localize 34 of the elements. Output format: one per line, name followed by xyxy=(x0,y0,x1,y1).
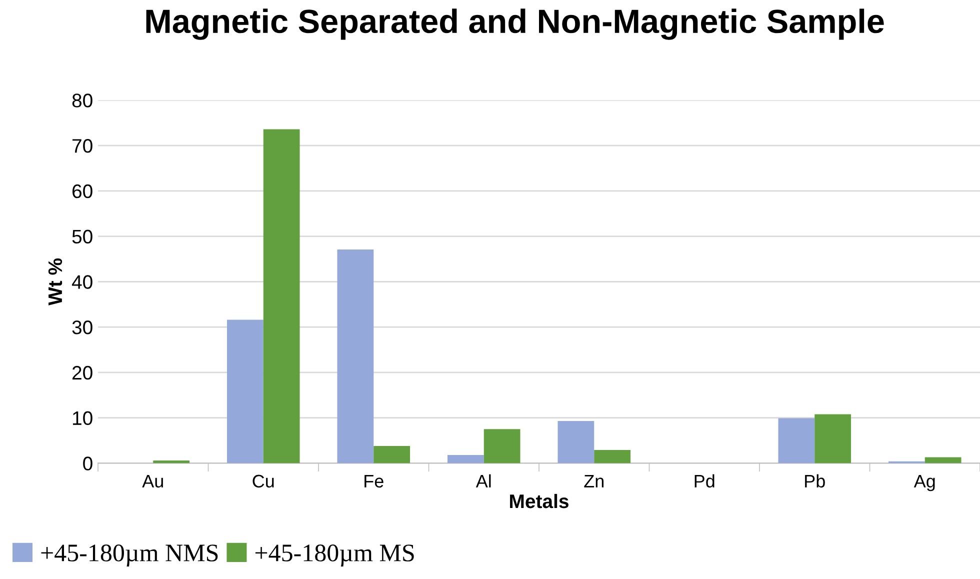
y-tick-label: 0 xyxy=(83,456,92,470)
x-tick-label: Zn xyxy=(584,474,604,488)
bar xyxy=(374,446,410,464)
y-tick-label: 40 xyxy=(72,275,92,289)
legend-label: +45-180µm NMS xyxy=(41,544,218,566)
x-tick-label: Pd xyxy=(694,474,714,488)
legend-label: +45-180µm MS xyxy=(255,544,414,566)
y-tick-label: 80 xyxy=(72,94,92,108)
bar xyxy=(924,457,962,464)
bar xyxy=(263,129,300,464)
y-tick-label: 20 xyxy=(72,366,92,380)
bar xyxy=(594,450,631,464)
bar xyxy=(484,429,520,464)
x-tick-label: Au xyxy=(142,474,163,488)
y-tick-label: 60 xyxy=(72,184,92,198)
x-tick-label: Cu xyxy=(252,474,274,488)
y-tick-label: 70 xyxy=(72,139,92,153)
bar xyxy=(558,420,594,464)
bar xyxy=(153,460,190,464)
bar xyxy=(337,249,374,464)
y-tick-label: 30 xyxy=(72,320,92,334)
bar xyxy=(814,414,852,464)
x-axis-title: Metals xyxy=(510,494,568,508)
y-tick-label: 50 xyxy=(72,230,92,244)
bar xyxy=(778,418,815,464)
y-tick-label: 10 xyxy=(72,411,92,426)
chart-title: Magnetic Separated and Non-Magnetic Sample xyxy=(146,8,884,40)
x-tick-label: Fe xyxy=(364,474,384,488)
x-tick-label: Ag xyxy=(914,474,935,492)
x-tick-label: Al xyxy=(476,474,491,488)
y-axis-title: Wt % xyxy=(48,258,62,306)
x-tick-label: Pb xyxy=(805,474,825,488)
bar xyxy=(447,455,484,464)
bar xyxy=(226,320,264,464)
